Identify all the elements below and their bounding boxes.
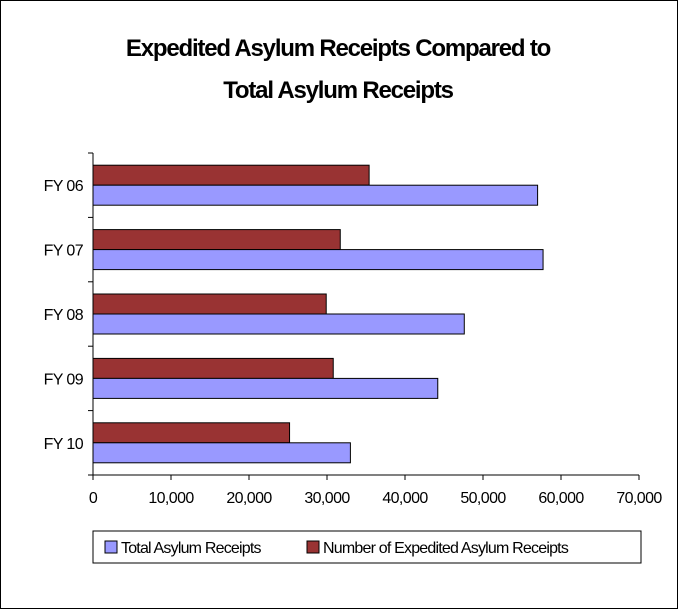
y-tick-label: FY 08	[44, 307, 84, 324]
y-tick-label: FY 09	[44, 371, 84, 388]
bar-expedited-fy-07	[92, 229, 341, 251]
legend-label: Total Asylum Receipts	[121, 540, 262, 557]
legend-box	[92, 530, 642, 564]
x-tick-label: 70,000	[616, 490, 662, 507]
x-tick-label: 10,000	[148, 490, 194, 507]
bar-total-fy-07	[92, 249, 544, 271]
x-tick-label: 20,000	[226, 490, 272, 507]
legend-label: Number of Expedited Asylum Receipts	[323, 540, 569, 557]
x-tick-label: 0	[89, 490, 98, 507]
y-tick-label: FY 07	[44, 243, 84, 260]
bar-total-fy-08	[92, 313, 465, 335]
bar-total-fy-10	[92, 442, 351, 464]
chart-title-line-1: Expedited Asylum Receipts Compared to	[126, 35, 551, 62]
bar-total-fy-09	[92, 377, 439, 399]
chart-title-line-2: Total Asylum Receipts	[223, 77, 453, 104]
x-tick-label: 40,000	[382, 490, 428, 507]
bar-total-fy-06	[92, 184, 539, 206]
bar-expedited-fy-10	[92, 422, 291, 444]
legend: Total Asylum Receipts Number of Expedited…	[92, 530, 642, 564]
plot-area: FY 06 FY 07 FY 08 FY 09 FY 10 0 10,000 20,000 30…	[44, 152, 663, 507]
bar-expedited-fy-06	[92, 164, 370, 186]
legend-swatch	[306, 540, 320, 554]
legend-swatch	[104, 540, 118, 554]
bar-expedited-fy-09	[92, 357, 334, 379]
y-tick-label: FY 10	[44, 436, 84, 453]
y-tick-label: FY 06	[44, 178, 84, 195]
x-tick-label: 30,000	[304, 490, 350, 507]
x-tick-label: 60,000	[538, 490, 584, 507]
bar-expedited-fy-08	[92, 293, 327, 315]
x-tick-label: 50,000	[460, 490, 506, 507]
